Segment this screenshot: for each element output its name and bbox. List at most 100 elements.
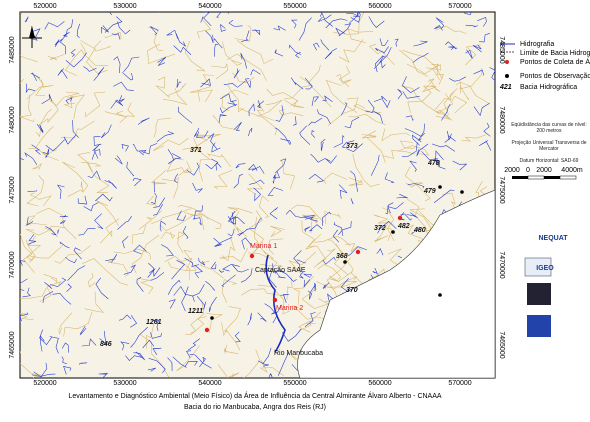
stream xyxy=(52,293,72,305)
stream xyxy=(293,116,297,126)
stream xyxy=(174,173,179,184)
stream xyxy=(83,202,99,212)
stream xyxy=(187,162,200,176)
contour xyxy=(434,109,453,121)
stream xyxy=(220,23,226,32)
stream xyxy=(409,160,417,172)
contour xyxy=(291,204,325,223)
contour xyxy=(64,96,75,109)
contour xyxy=(183,250,197,272)
contour xyxy=(243,349,261,378)
stream xyxy=(65,256,77,264)
stream xyxy=(304,312,316,327)
stream xyxy=(332,229,340,243)
water-point xyxy=(355,249,361,255)
water-point xyxy=(272,297,278,303)
stream xyxy=(385,202,394,215)
stream xyxy=(310,153,326,163)
contour xyxy=(182,133,221,150)
stream xyxy=(205,158,219,170)
stream xyxy=(24,152,38,165)
stream xyxy=(247,164,258,172)
contour xyxy=(381,207,395,242)
contour xyxy=(20,287,47,299)
stream xyxy=(59,215,68,218)
contour xyxy=(283,76,313,100)
contour xyxy=(77,152,93,172)
contour xyxy=(333,12,365,35)
stream xyxy=(248,103,255,117)
stream xyxy=(448,76,466,82)
contour xyxy=(67,181,83,197)
legend-note: Datum Horizontal: SAD-69 xyxy=(520,158,579,164)
contour xyxy=(20,55,38,63)
stream xyxy=(213,44,218,57)
stream xyxy=(200,16,212,27)
caption-subtitle: Bacia do rio Manbucaba, Angra dos Reis (… xyxy=(184,404,326,411)
stream xyxy=(44,281,53,290)
stream xyxy=(346,143,363,153)
stream xyxy=(157,56,167,66)
contour xyxy=(435,93,454,120)
stream xyxy=(311,96,320,106)
stream xyxy=(65,19,74,36)
contour xyxy=(259,359,284,377)
contour xyxy=(151,208,192,224)
stream xyxy=(348,12,359,24)
contour xyxy=(161,176,179,199)
contour xyxy=(399,140,417,149)
coord-label: 540000 xyxy=(198,3,221,10)
stream xyxy=(111,33,121,40)
contour xyxy=(222,41,243,66)
contour xyxy=(39,280,62,302)
contour xyxy=(443,91,455,119)
stream xyxy=(305,216,318,222)
basin-number: 846 xyxy=(100,341,112,348)
stream xyxy=(57,229,60,234)
stream xyxy=(251,166,265,174)
place-label: Rio Manbucaba xyxy=(274,350,323,357)
stream xyxy=(104,16,123,33)
contour xyxy=(266,88,299,106)
stream xyxy=(205,281,216,291)
stream xyxy=(181,293,194,312)
contour xyxy=(327,97,359,127)
stream xyxy=(222,263,240,272)
contour xyxy=(153,117,171,138)
stream xyxy=(384,172,395,183)
contour xyxy=(66,94,86,120)
stream xyxy=(407,183,425,189)
stream xyxy=(340,278,350,293)
note-text: Projeção Universal Transversa de Mercato… xyxy=(511,140,587,152)
stream xyxy=(168,153,182,164)
stream xyxy=(252,29,261,36)
stream xyxy=(246,217,262,230)
stream xyxy=(232,264,249,273)
stream xyxy=(136,277,144,292)
stream xyxy=(196,296,207,310)
contour xyxy=(429,78,441,92)
stream xyxy=(218,114,227,124)
contour xyxy=(140,334,170,378)
contour xyxy=(236,39,274,64)
stream xyxy=(413,40,428,47)
stream xyxy=(365,99,375,113)
stream xyxy=(268,373,273,378)
stream xyxy=(39,329,53,346)
legend-swatch xyxy=(505,74,509,78)
stream xyxy=(350,198,354,205)
stream xyxy=(73,247,82,260)
coord-label: 7465000 xyxy=(498,331,505,358)
stream xyxy=(61,342,69,353)
stream xyxy=(122,72,134,81)
stream xyxy=(396,193,408,199)
note-text: Eqüidistância das curvas de nível: 200 m… xyxy=(511,122,587,134)
coord-label: 7480000 xyxy=(498,106,505,133)
contour xyxy=(39,149,59,161)
contour xyxy=(422,78,437,93)
stream xyxy=(271,304,283,315)
legend-swatch xyxy=(505,60,509,64)
coord-label: 530000 xyxy=(113,380,136,387)
stream xyxy=(54,38,63,47)
coord-label: 530000 xyxy=(113,3,136,10)
